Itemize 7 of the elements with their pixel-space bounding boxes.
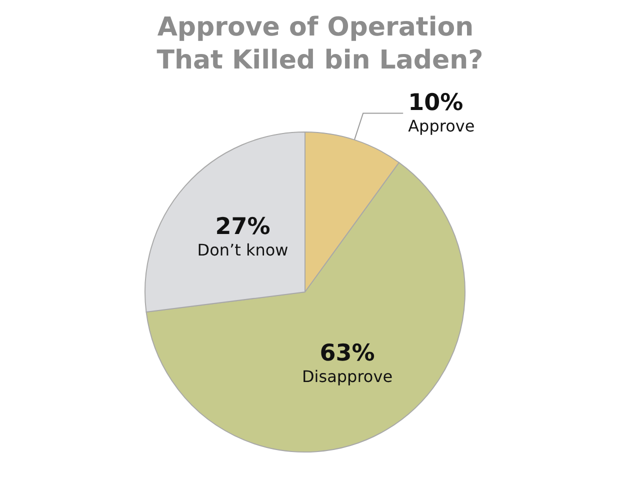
slice-label: Disapprove: [302, 366, 393, 386]
data-label: 63%: [320, 340, 375, 366]
slice-label: Approve: [408, 116, 475, 136]
data-label: 10%: [408, 90, 464, 116]
slice-label: Don’t know: [197, 240, 288, 260]
chart-title: Approve of Operation That Killed bin Laden?: [156, 12, 484, 76]
data-label: 27%: [215, 214, 270, 240]
